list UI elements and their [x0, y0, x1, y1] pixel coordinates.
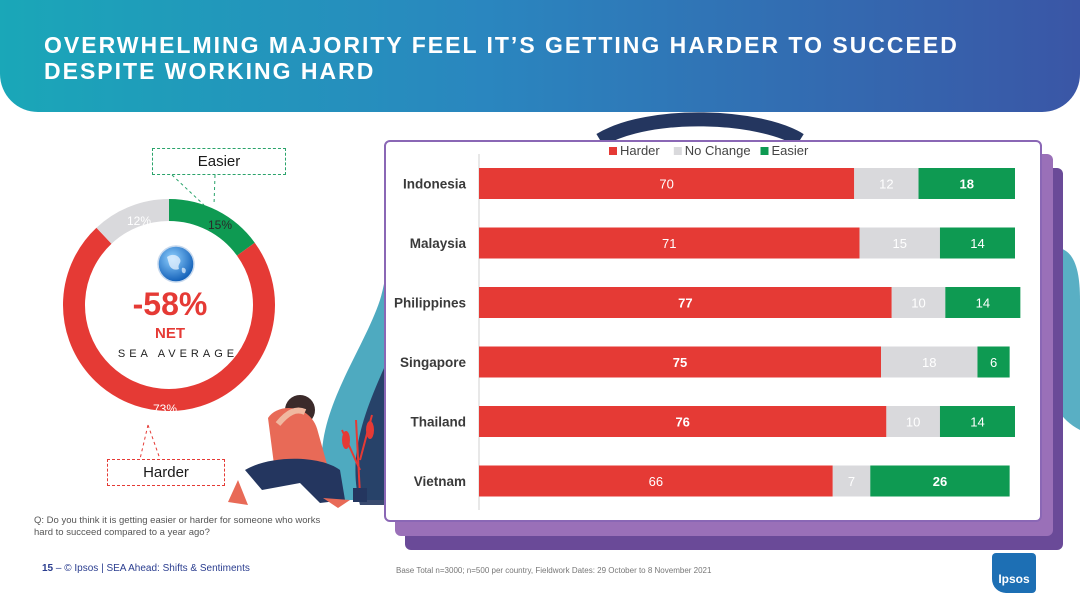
donut-label-no-change: 12%	[127, 214, 152, 228]
bar-segment-no-change-singapore	[881, 346, 978, 378]
callout-easier: Easier	[152, 148, 286, 175]
page-number: 15	[42, 563, 54, 574]
bar-value-label-easier-vietnam: 26	[933, 474, 947, 489]
bar-segment-harder-singapore	[479, 346, 881, 378]
bar-value-label-easier-malaysia: 14	[970, 236, 984, 251]
bar-value-label-easier-indonesia: 18	[960, 177, 974, 192]
bar-value-label-harder-philippines: 77	[678, 296, 692, 311]
footer-separator: –	[53, 563, 65, 574]
bar-segment-no-change-thailand	[886, 406, 940, 437]
net-label: NET	[155, 325, 185, 342]
stacked-bar-chart: Harder No Change Easier Indonesia 70 12 18 Mal…	[394, 143, 1021, 510]
donut-label-easier: 15%	[208, 218, 233, 232]
category-label-singapore: Singapore	[400, 355, 467, 370]
ipsos-logo: Ipsos	[992, 553, 1036, 593]
slide-title: OVERWHELMING MAJORITY FEEL IT’S GETTING …	[44, 32, 959, 84]
bar-segment-harder-vietnam	[479, 465, 833, 497]
donut-segment-no-change	[96, 199, 170, 245]
category-label-thailand: Thailand	[410, 415, 466, 430]
footer: 15 – © Ipsos | SEA Ahead: Shifts & Senti…	[42, 563, 250, 574]
legend-label-no-change: No Change	[685, 143, 751, 158]
bar-value-label-harder-vietnam: 66	[649, 474, 663, 489]
bar-segment-easier-singapore	[977, 346, 1010, 378]
footer-copyright: © Ipsos | SEA Ahead: Shifts & Sentiments	[64, 563, 250, 574]
category-label-indonesia: Indonesia	[403, 177, 467, 192]
bar-value-label-easier-singapore: 6	[990, 355, 997, 370]
legend-label-easier: Easier	[772, 143, 810, 158]
bar-value-label-no-change-indonesia: 12	[879, 177, 893, 192]
bar-segment-harder-malaysia	[479, 227, 860, 259]
bar-value-label-harder-malaysia: 71	[662, 236, 676, 251]
bar-segment-easier-malaysia	[939, 227, 1015, 259]
chart-legend: Harder No Change Easier	[609, 143, 809, 158]
bar-segment-no-change-malaysia	[859, 227, 940, 259]
navy-arc-top	[596, 112, 804, 147]
bar-value-label-easier-philippines: 14	[976, 296, 990, 311]
callout-harder: Harder	[107, 459, 225, 486]
legend-swatch-harder	[609, 147, 617, 155]
globe-icon	[157, 245, 195, 283]
bar-value-label-no-change-malaysia: 15	[893, 236, 907, 251]
legend-swatch-no-change	[673, 147, 682, 155]
sitting-person-illustration	[228, 395, 350, 508]
bar-value-label-no-change-vietnam: 7	[848, 474, 855, 489]
donut-segment-easier	[168, 199, 255, 256]
legend-label-harder: Harder	[620, 143, 660, 158]
donut-segment-harder	[63, 227, 275, 411]
sea-average-label: SEA AVERAGE	[117, 348, 239, 360]
plant-illustration	[341, 414, 374, 502]
bar-value-label-no-change-thailand: 10	[906, 415, 920, 430]
bar-segment-no-change-vietnam	[832, 465, 871, 497]
bar-segment-easier-philippines	[945, 287, 1021, 318]
header-banner	[0, 0, 1080, 112]
donut-chart	[63, 199, 275, 411]
category-label-vietnam: Vietnam	[414, 474, 466, 489]
category-label-malaysia: Malaysia	[410, 236, 467, 251]
legend-swatch-easier	[760, 147, 769, 155]
bar-value-label-harder-singapore: 75	[673, 355, 687, 370]
base-note: Base Total n=3000; n=500 per country, Fi…	[396, 566, 712, 575]
bar-value-label-harder-indonesia: 70	[659, 177, 673, 192]
bar-segment-harder-thailand	[479, 406, 887, 437]
question-text: Q: Do you think it is getting easier or …	[34, 515, 321, 538]
net-value: -58%	[132, 286, 208, 322]
bar-segment-easier-indonesia	[918, 168, 1015, 199]
donut-label-harder: 73%	[153, 402, 178, 416]
bar-segment-harder-philippines	[479, 287, 892, 318]
bar-segment-easier-thailand	[939, 406, 1015, 437]
chart-panel	[384, 140, 1042, 522]
bar-value-label-harder-thailand: 76	[675, 415, 689, 430]
bar-value-label-no-change-singapore: 18	[922, 355, 936, 370]
category-label-philippines: Philippines	[394, 296, 466, 311]
bar-segment-harder-indonesia	[479, 168, 855, 199]
bar-segment-no-change-indonesia	[854, 168, 919, 199]
bar-segment-easier-vietnam	[870, 465, 1010, 497]
bar-segment-no-change-philippines	[891, 287, 946, 318]
bar-value-label-easier-thailand: 14	[970, 415, 984, 430]
bar-value-label-no-change-philippines: 10	[911, 296, 925, 311]
